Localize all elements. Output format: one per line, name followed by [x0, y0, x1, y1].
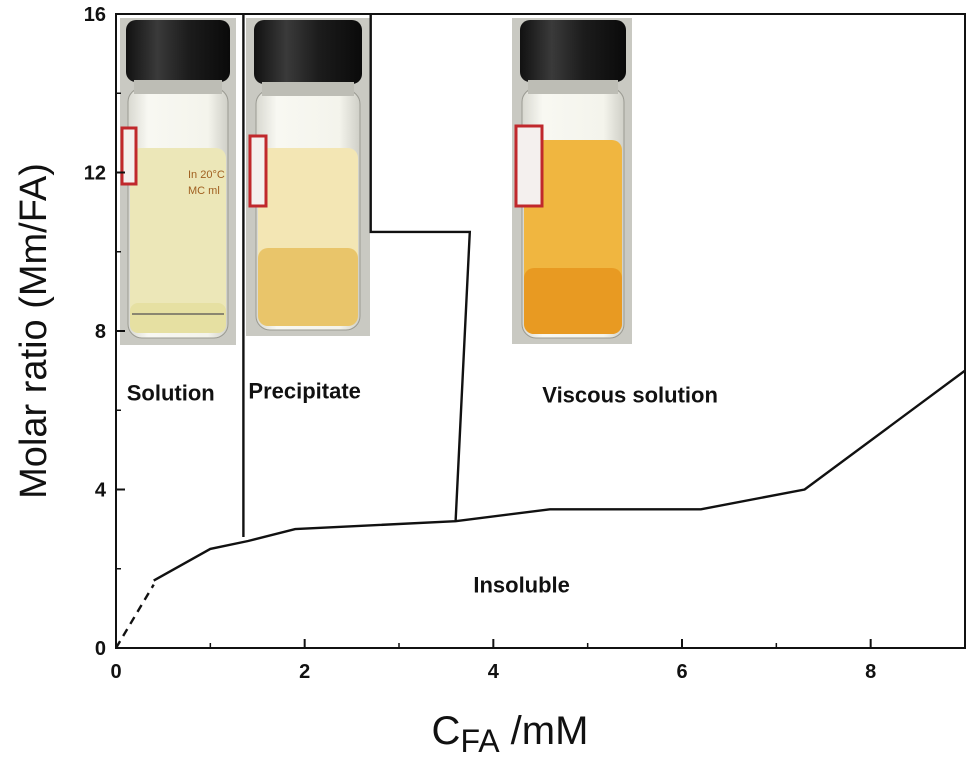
- vial-label-sticker: [120, 126, 138, 186]
- vial-neck: [528, 80, 618, 94]
- vial-liquid-bottom: [130, 303, 226, 333]
- y-tick-label: 4: [95, 480, 107, 502]
- x-tick-label: 8: [865, 661, 876, 683]
- y-tick-label: 8: [95, 321, 106, 343]
- vial-neck: [134, 80, 222, 94]
- vial-printed-text: MC ml: [188, 185, 220, 197]
- vial-photo-precipitate: [246, 18, 370, 336]
- vial-label-sticker: [514, 124, 544, 208]
- x-tick-label: 6: [676, 661, 687, 683]
- x-axis-title: CFA /mM: [432, 709, 589, 759]
- region-label: Solution: [127, 380, 215, 405]
- series-line-4: [369, 14, 472, 522]
- vial-neck: [262, 82, 354, 96]
- vial-liquid-bottom: [524, 268, 622, 334]
- vial-liquid: [130, 148, 226, 333]
- axes-layer: 0 2 4 6 8 0 4 8 12 16 Molar ratio (Mm/FA) CFA /mM: [13, 4, 966, 759]
- series-layer: [114, 14, 966, 649]
- y-tick-label: 0: [95, 638, 106, 660]
- x-axis-title-sub: FA: [460, 723, 500, 759]
- series-line-1: [114, 583, 155, 649]
- y-tick-label: 12: [84, 163, 106, 185]
- vial-cap: [254, 20, 362, 84]
- x-axis-title-unit: /mM: [500, 709, 589, 753]
- region-label: Viscous solution: [542, 382, 718, 407]
- vial-photo-viscous: [512, 18, 632, 344]
- region-label: Insoluble: [473, 573, 570, 598]
- vial-cap: [126, 20, 230, 82]
- labels-layer: Solution Precipitate Viscous solution Insol…: [127, 378, 718, 597]
- region-label: Precipitate: [248, 378, 361, 403]
- vial-photo-solution: In 20°C MC ml: [120, 18, 236, 345]
- x-tick-label: 2: [299, 661, 310, 683]
- y-tick-label: 16: [84, 4, 106, 26]
- x-axis-title-main: C: [432, 709, 461, 753]
- x-tick-label: 0: [110, 661, 121, 683]
- vial-photos: In 20°C MC ml: [120, 18, 632, 345]
- vial-cap: [520, 20, 626, 82]
- x-tick-label: 4: [488, 661, 500, 683]
- vial-label-sticker: [248, 134, 268, 208]
- y-axis-title: Molar ratio (Mm/FA): [13, 163, 55, 499]
- vial-liquid-bottom: [258, 248, 358, 326]
- vial-printed-text: In 20°C: [188, 169, 225, 181]
